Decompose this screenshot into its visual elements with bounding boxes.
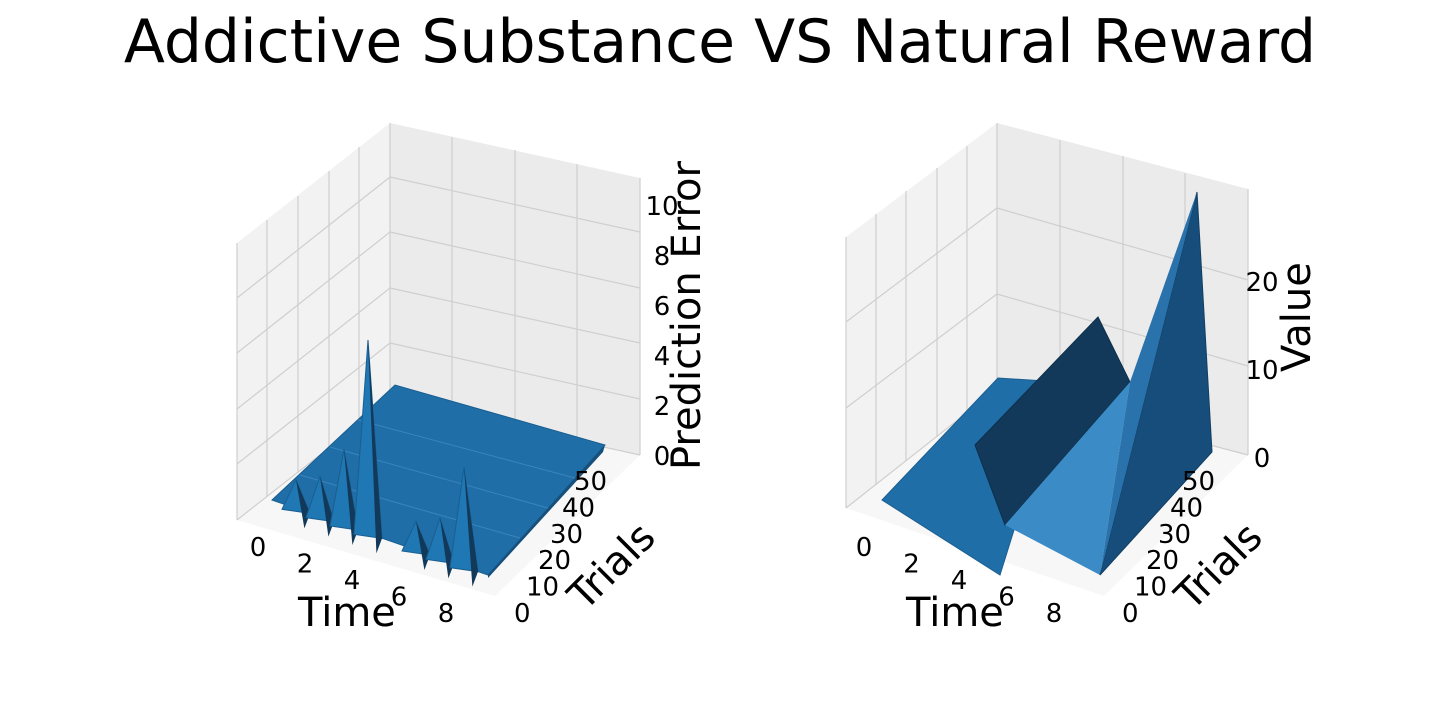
- right-ytick: 50: [1182, 467, 1215, 497]
- right-ridge-2-face: [1100, 192, 1197, 575]
- right-xlabel: Time: [905, 590, 1004, 636]
- left-ytick: 10: [526, 573, 559, 603]
- right-xtick: 6: [998, 583, 1015, 613]
- left-xtick: 8: [438, 599, 455, 629]
- left-xlabel: Time: [297, 590, 396, 636]
- left-grid: [236, 123, 641, 521]
- left-peaks: [281, 339, 479, 587]
- left-peak-shade: [464, 467, 478, 587]
- left-xtick: 0: [250, 533, 267, 563]
- left-ytick: 30: [550, 520, 583, 550]
- left-ztick: 6: [654, 292, 671, 322]
- left-ztick: 10: [645, 192, 678, 222]
- left-ztick: 8: [654, 242, 671, 272]
- right-xtick: 0: [856, 533, 873, 563]
- left-xtick: 2: [297, 550, 314, 580]
- left-ytick: 20: [538, 546, 571, 576]
- right-ztick: 0: [1254, 444, 1271, 474]
- left-ztick: 0: [654, 442, 671, 472]
- left-side-pane: [237, 123, 390, 520]
- right-xtick: 8: [1046, 599, 1063, 629]
- right-zlabel: Value: [1274, 262, 1320, 372]
- left-ytick: 0: [514, 599, 531, 629]
- left-zlabel: Prediction Error: [664, 161, 710, 470]
- right-side-pane: [846, 123, 997, 508]
- right-ytick: 30: [1158, 520, 1191, 550]
- right-ztick: 10: [1245, 356, 1278, 386]
- left-xtick: 6: [391, 583, 408, 613]
- left-xtick: 4: [344, 566, 361, 596]
- right-xtick: 4: [951, 566, 968, 596]
- figure-title: Addictive Substance VS Natural Reward: [123, 7, 1317, 77]
- left-ztick: 2: [654, 392, 671, 422]
- left-ztick: 4: [654, 342, 671, 372]
- right-ytick: 10: [1134, 573, 1167, 603]
- left-ytick: 50: [574, 467, 607, 497]
- right-ztick: 20: [1245, 268, 1278, 298]
- right-ytick: 0: [1122, 599, 1139, 629]
- left-ytick: 40: [562, 493, 595, 523]
- left-peak-shade: [368, 339, 382, 554]
- right-ytick: 20: [1146, 546, 1179, 576]
- right-xtick: 2: [903, 550, 920, 580]
- right-ridge-1-face: [1005, 382, 1130, 575]
- right-ytick: 40: [1170, 493, 1203, 523]
- left-plateau-front: [488, 445, 605, 578]
